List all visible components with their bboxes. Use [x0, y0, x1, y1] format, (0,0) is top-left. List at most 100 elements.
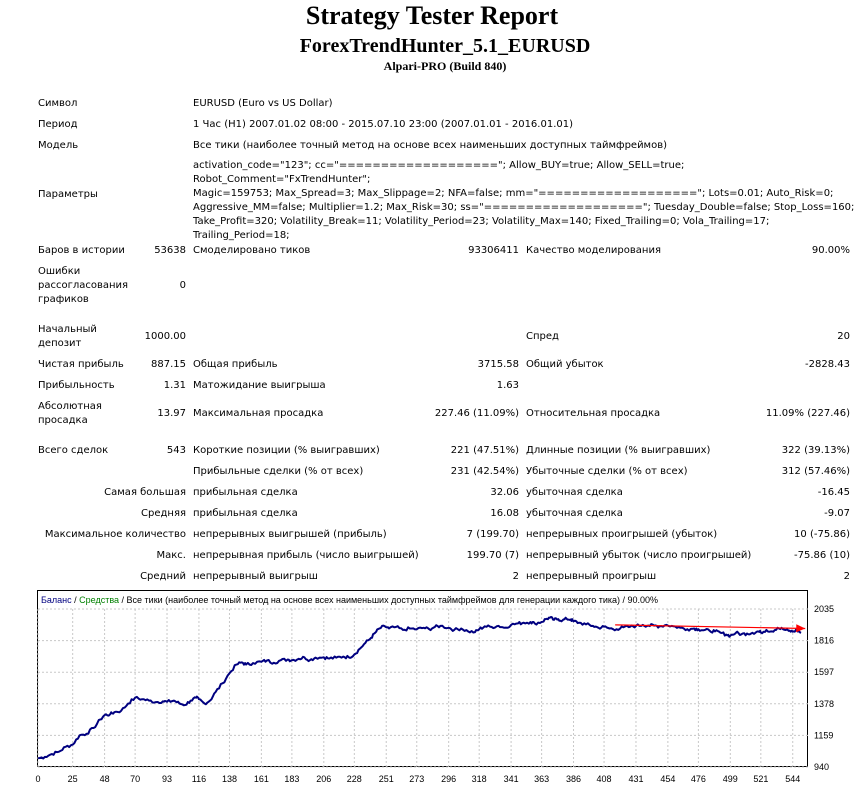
params-line: Magic=159753; Max_Spread=3; Max_Slippage… [193, 188, 834, 199]
x-tick-label: 296 [441, 774, 456, 784]
max-cons-profit-value: 199.70 (7) [466, 550, 519, 561]
average-label: Средняя [141, 508, 186, 519]
abs-drawdown-label: просадка [38, 415, 88, 426]
profit-trades-value: 231 (42.54%) [450, 466, 519, 477]
x-tick-label: 206 [316, 774, 331, 784]
x-tick-label: 363 [534, 774, 549, 784]
period-value: 1 Час (H1) 2007.01.02 08:00 - 2015.07.10… [193, 119, 573, 130]
short-positions-value: 221 (47.51%) [450, 445, 519, 456]
avg-loss-label: убыточная сделка [526, 508, 623, 519]
spread-label: Спред [526, 331, 559, 342]
legend-description: / Все тики (наиболее точный метод на осн… [119, 595, 658, 605]
abs-drawdown-label: Абсолютная [38, 401, 102, 412]
avg-profit-label: прибыльная сделка [193, 508, 298, 519]
y-tick-label: 1159 [814, 730, 833, 740]
profit-factor-label: Прибыльность [38, 380, 115, 391]
abs-drawdown-value: 13.97 [157, 408, 186, 419]
x-tick-label: 273 [409, 774, 424, 784]
chart-legend: Баланс / Средства / Все тики (наиболее т… [41, 595, 658, 605]
deposit-label: Начальный [38, 324, 97, 335]
x-tick-label: 341 [504, 774, 519, 784]
x-tick-label: 48 [100, 774, 110, 784]
params-line: Take_Profit=320; Volatility_Break=11; Vo… [193, 216, 770, 227]
broker-build: Alpari-PRO (Build 840) [383, 59, 507, 73]
spread-value: 20 [837, 331, 850, 342]
errors-value: 0 [179, 280, 186, 291]
avg-cons-wins-label: непрерывный выигрыш [193, 571, 318, 582]
x-tick-label: 476 [691, 774, 706, 784]
arrow-shaft [615, 624, 806, 630]
largest-profit-label: прибыльная сделка [193, 487, 298, 498]
ticks-value: 93306411 [468, 245, 519, 256]
x-tick-label: 454 [660, 774, 675, 784]
y-tick-label: 1378 [814, 699, 834, 709]
max-drawdown-value: 227.46 (11.09%) [434, 408, 519, 419]
gross-profit-value: 3715.58 [477, 359, 519, 370]
y-axis-ticks: 2035 1816 1597 1378 1159 940 [814, 604, 834, 772]
x-tick-label: 251 [379, 774, 394, 784]
x-tick-label: 408 [597, 774, 612, 784]
balance-chart: Баланс / Средства / Все тики (наиболее т… [33, 590, 844, 786]
largest-label: Самая большая [104, 487, 186, 498]
max-cons-losses-value: 10 (-75.86) [794, 529, 850, 540]
x-tick-label: 25 [68, 774, 78, 784]
total-trades-label: Всего сделок [38, 445, 109, 456]
x-tick-label: 93 [162, 774, 172, 784]
loss-trades-value: 312 (57.46%) [781, 466, 850, 477]
avg-cons-label: Средний [140, 571, 186, 582]
max-cons-profit-label: непрерывная прибыль (число выигрышей) [193, 550, 419, 561]
quality-value: 90.00% [811, 245, 850, 256]
params-value: activation_code="123"; cc="=============… [193, 159, 858, 243]
x-tick-label: 544 [785, 774, 800, 784]
params-line: Trailing_Period=18; [193, 230, 290, 241]
profit-factor-value: 1.31 [163, 380, 186, 391]
expected-payoff-label: Матожидание выигрыша [193, 380, 326, 391]
avg-profit-value: 16.08 [490, 508, 519, 519]
params-line: Aggressive_MM=false; Multiplier=1.2; Max… [193, 202, 855, 213]
largest-loss-label: убыточная сделка [526, 487, 623, 498]
symbol-value: EURUSD (Euro vs US Dollar) [193, 98, 333, 109]
max-cons-wins-label: непрерывных выигрышей (прибыль) [193, 529, 387, 540]
largest-loss-value: -16.45 [817, 487, 850, 498]
model-label: Модель [38, 140, 79, 151]
report-title: Strategy Tester Report [305, 1, 559, 30]
gross-loss-value: -2828.43 [805, 359, 850, 370]
x-tick-label: 161 [254, 774, 269, 784]
x-tick-label: 499 [723, 774, 738, 784]
y-tick-label: 1816 [814, 636, 834, 646]
model-value: Все тики (наиболее точный метод на основ… [193, 140, 668, 151]
bars-value: 53638 [154, 245, 186, 256]
total-trades-value: 543 [166, 445, 186, 456]
x-tick-label: 116 [192, 774, 206, 784]
x-tick-label: 386 [566, 774, 581, 784]
deposit-label: депозит [38, 338, 82, 349]
max-cons-loss-label: непрерывный убыток (число проигрышей) [526, 550, 752, 561]
net-profit-value: 887.15 [151, 359, 186, 370]
bars-label: Баров в истории [38, 245, 125, 256]
balance-line [37, 616, 802, 760]
x-tick-label: 183 [284, 774, 299, 784]
x-tick-label: 70 [130, 774, 140, 784]
loss-trades-label: Убыточные сделки (% от всех) [526, 466, 688, 477]
chart-grid [37, 608, 808, 768]
profit-trades-label: Прибыльные сделки (% от всех) [193, 466, 364, 477]
avg-cons-losses-label: непрерывный проигрыш [526, 571, 657, 582]
x-axis-ticks: 0 25 48 70 93 116 138 161 183 206 228 251 273 296 318 3… [35, 774, 800, 784]
legend-balance: Баланс [41, 595, 72, 605]
errors-label: рассогласования [38, 280, 129, 291]
legend-separator: / [72, 595, 80, 605]
rel-drawdown-value: 11.09% (227.46) [765, 408, 850, 419]
chart-background [33, 590, 844, 786]
max-cons-wins-value: 7 (199.70) [466, 529, 519, 540]
long-positions-label: Длинные позиции (% выигравших) [526, 445, 711, 456]
errors-label: графиков [38, 294, 89, 305]
max-drawdown-label: Максимальная просадка [193, 408, 324, 419]
quality-label: Качество моделирования [526, 245, 661, 256]
period-label: Период [38, 119, 78, 130]
avg-loss-value: -9.07 [824, 508, 850, 519]
max-cons-loss-value: -75.86 (10) [794, 550, 850, 561]
x-tick-label: 318 [472, 774, 487, 784]
gross-profit-label: Общая прибыль [193, 359, 278, 370]
trend-arrow [615, 624, 806, 633]
x-tick-label: 521 [753, 774, 768, 784]
